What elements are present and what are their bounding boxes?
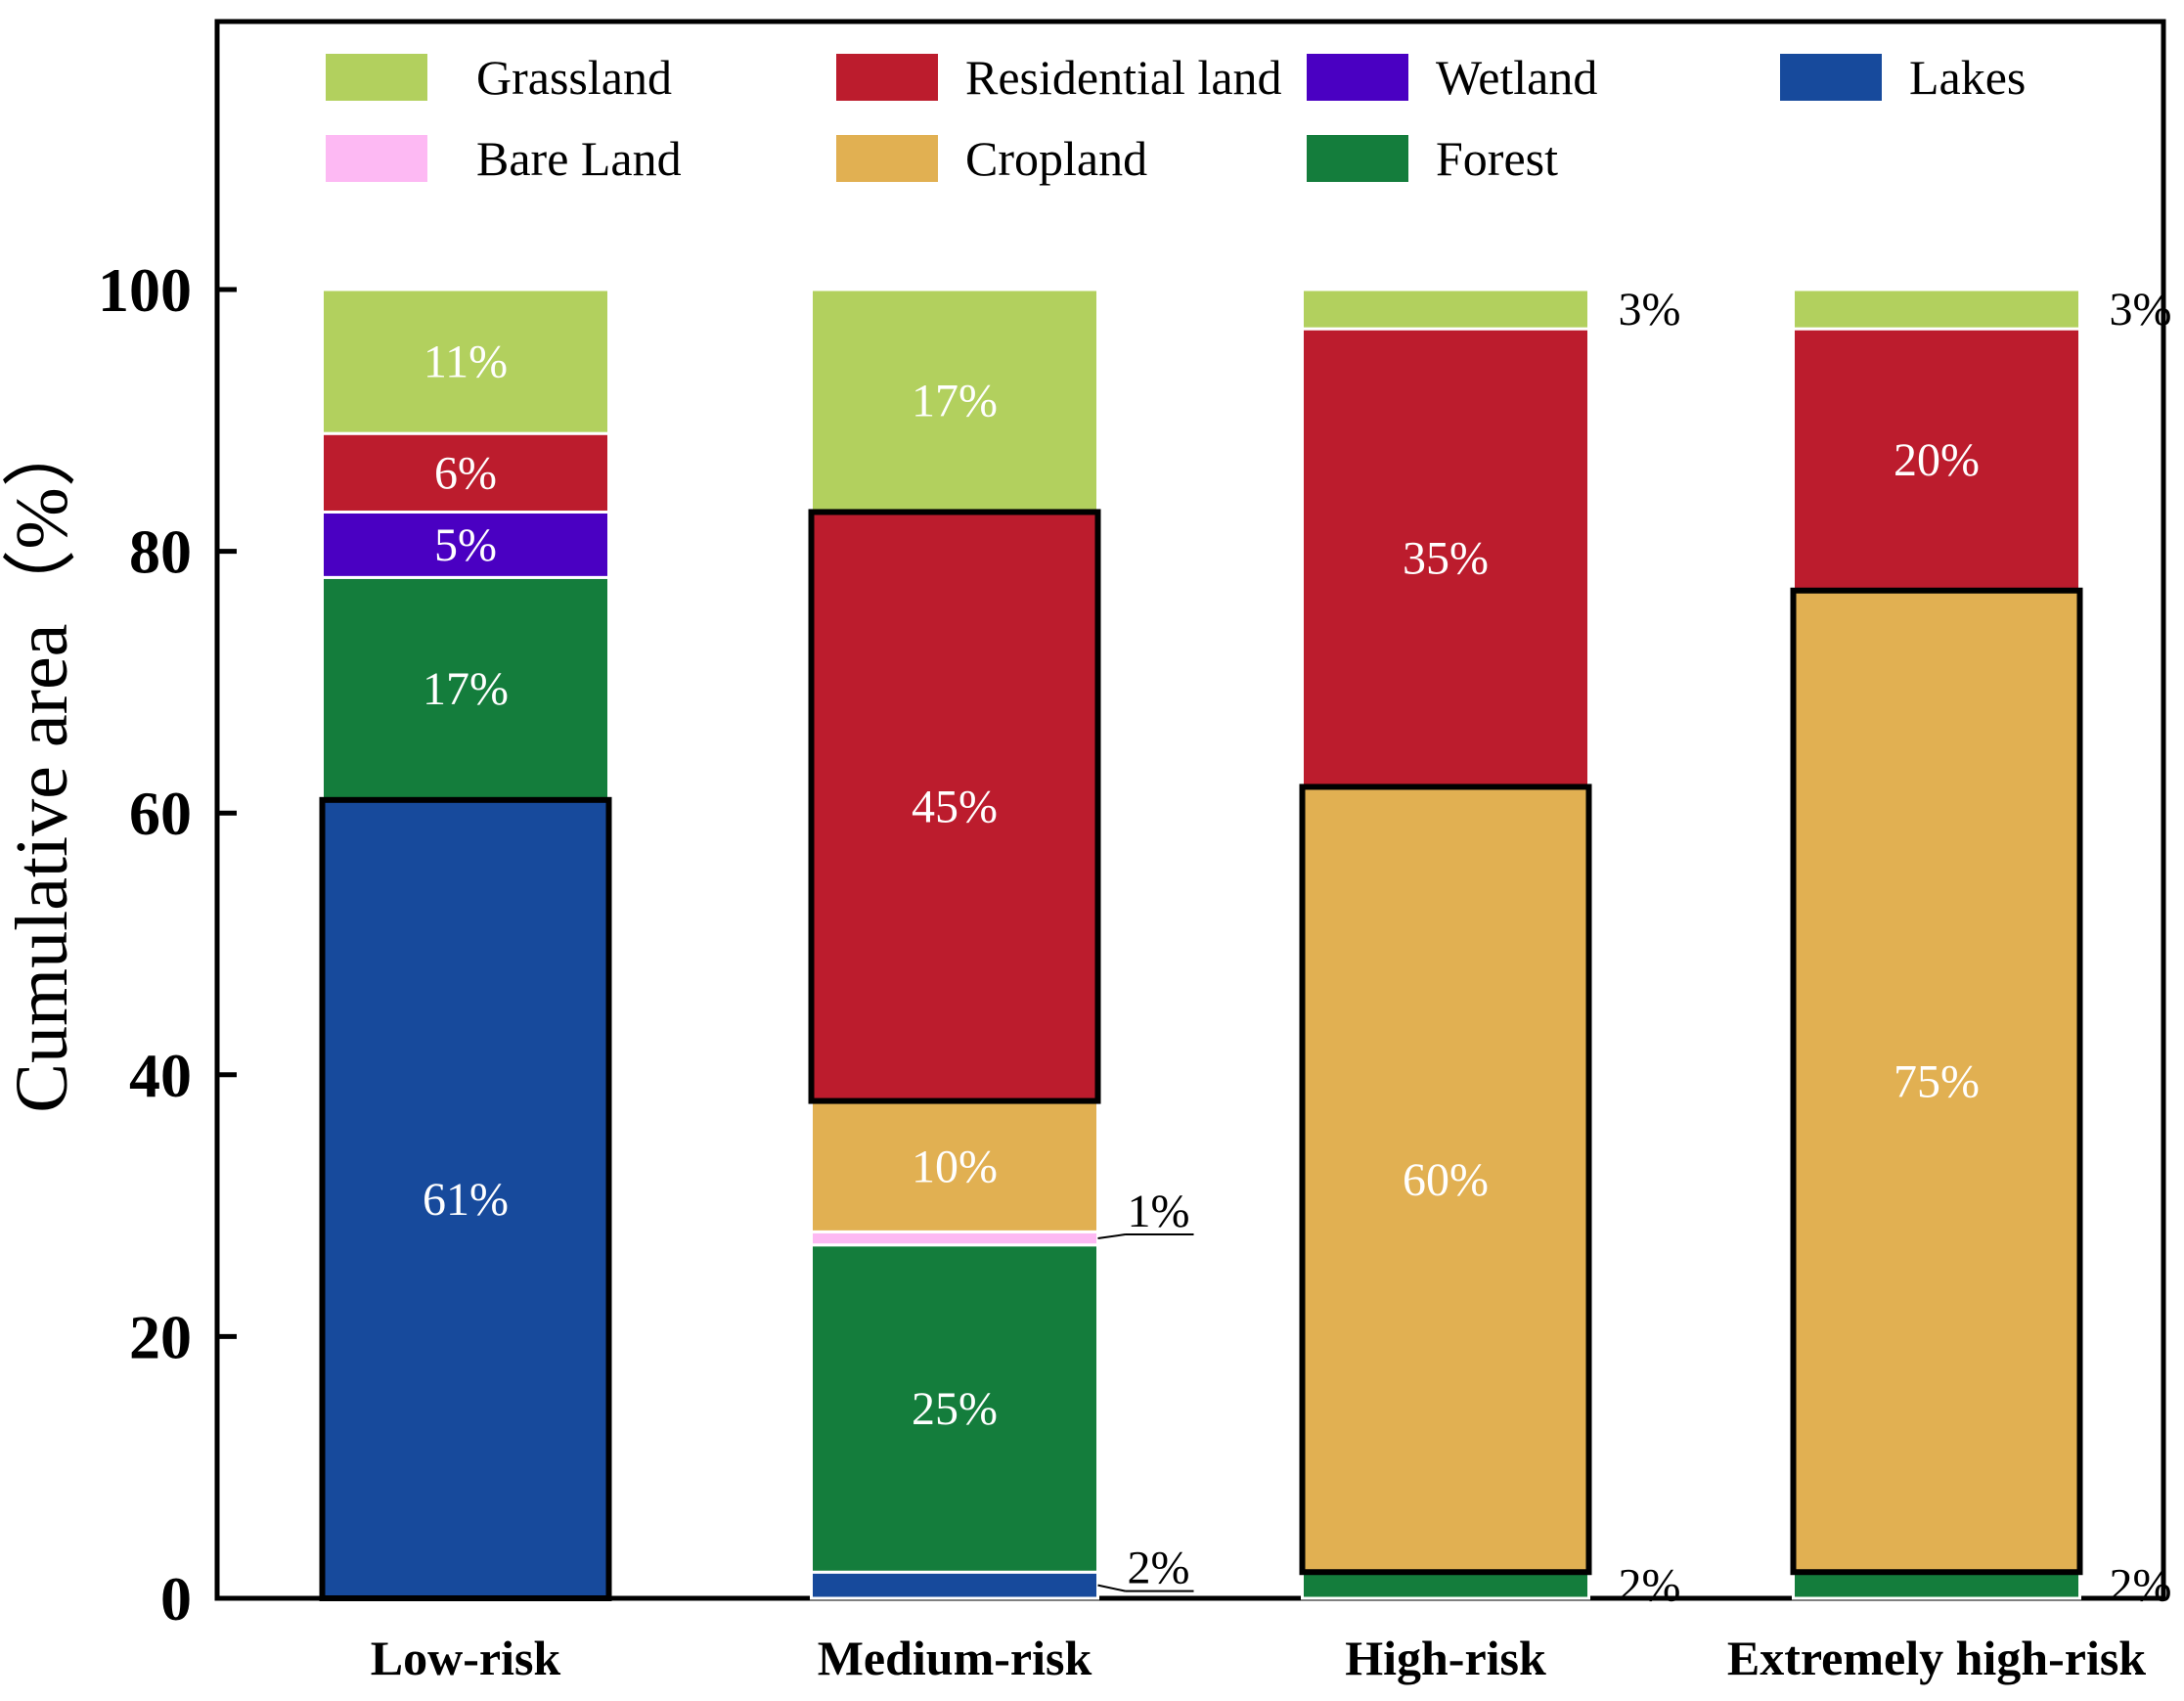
bar-medium-risk-cropland [810,1099,1099,1233]
highlight-extremely-high-risk-cropland [1790,587,2083,1576]
bars: 61% 17% 5% 6% 11% 2% 25% 1% 10% 45% 17% 2% 60% 35% 3% 2… [319,284,2172,1612]
legend-label-bare-land: Bare Land [476,131,682,186]
bar-medium-risk-lakes-label: 2% [1128,1543,1190,1594]
bar-extremely-high-risk-cropland-label: 75% [1894,1055,1980,1107]
bar-low-risk-grassland-label: 11% [423,336,508,388]
bar-medium-risk-grassland-label: 17% [912,376,998,427]
x-axis: Low-risk Medium-risk High-risk Extremely hi… [371,1631,2147,1685]
legend-swatch-residential-land [836,54,938,101]
bar-medium-risk-forest [810,1243,1099,1574]
y-tick-label-80: 80 [129,517,192,587]
bar-low-risk-grassland [321,288,610,435]
bar-high-risk-grassland [1301,288,1590,331]
legend-swatch-grassland [326,54,427,101]
x-tick-label-high-risk: High-risk [1345,1631,1546,1685]
bar-medium-risk-bare-land-label: 1% [1128,1186,1190,1237]
bar-low-risk-residential-land-label: 6% [434,447,497,499]
legend-swatch-forest [1307,135,1408,182]
legend-swatch-lakes [1780,54,1882,101]
y-tick-label-0: 0 [160,1564,192,1634]
legend-swatch-cropland [836,135,938,182]
bar-high-risk-residential-land-label: 35% [1403,532,1489,584]
legend: Grassland Residential land Wetland Lakes Bar… [326,50,2026,186]
bar-high-risk-grassland-label: 3% [1619,284,1681,336]
bar-high-risk-forest [1301,1570,1590,1600]
bar-low-risk-lakes-label: 61% [423,1174,509,1226]
legend-swatch-bare-land [326,135,427,182]
legend-label-wetland: Wetland [1436,50,1597,105]
y-axis-label: Cumulative area（%） [1,413,83,1112]
bar-high-risk-residential-land [1301,327,1590,788]
x-tick-label-extremely-high-risk: Extremely high-risk [1727,1631,2146,1685]
legend-label-cropland: Cropland [965,131,1147,186]
plot-frame [214,19,2166,1601]
bar-low-risk-forest-label: 17% [423,663,509,715]
bar-high-risk-cropland [1301,784,1590,1574]
x-tick-label-medium-risk: Medium-risk [818,1631,1092,1685]
legend-label-lakes: Lakes [1909,50,2026,105]
bar-medium-risk-bare-land [810,1230,1099,1247]
legend-label-residential-land: Residential land [965,50,1282,105]
bar-extremely-high-risk-grassland-label: 3% [2110,284,2172,336]
legend-label-forest: Forest [1436,131,1558,186]
bar-medium-risk-grassland [810,288,1099,514]
bar-medium-risk-residential-land [810,510,1099,1103]
legend-swatch-wetland [1307,54,1408,101]
y-tick-label-60: 60 [129,779,192,848]
y-tick-label-20: 20 [129,1302,192,1371]
bar-medium-risk-bare-land-leader [1097,1233,1126,1240]
bar-extremely-high-risk-forest [1792,1570,2081,1600]
bar-extremely-high-risk-forest-label: 2% [2110,1560,2172,1612]
y-tick-label-100: 100 [98,255,192,325]
highlight-high-risk-cropland [1299,783,1592,1576]
bar-medium-risk-lakes [810,1570,1099,1600]
x-tick-label-low-risk: Low-risk [371,1631,561,1685]
highlight-low-risk-lakes [319,796,612,1601]
bar-extremely-high-risk-residential-land-label: 20% [1894,434,1980,486]
y-tick-label-40: 40 [129,1041,192,1110]
bar-low-risk-wetland-label: 5% [434,519,497,571]
y-axis: 0 20 40 60 80 100 [98,255,237,1634]
bar-medium-risk-lakes-leader [1097,1584,1126,1592]
bar-extremely-high-risk-cropland [1792,589,2081,1574]
bar-high-risk-cropland-label: 60% [1403,1154,1489,1206]
bar-medium-risk-residential-land-label: 45% [912,782,998,833]
highlight-medium-risk-residential-land [808,509,1101,1104]
bar-medium-risk-cropland-label: 10% [912,1141,998,1192]
bar-medium-risk-forest-label: 25% [912,1383,998,1435]
legend-label-grassland: Grassland [476,50,672,105]
bar-high-risk-forest-label: 2% [1619,1560,1681,1612]
bar-low-risk-residential-land [321,431,610,514]
bar-extremely-high-risk-grassland [1792,288,2081,331]
